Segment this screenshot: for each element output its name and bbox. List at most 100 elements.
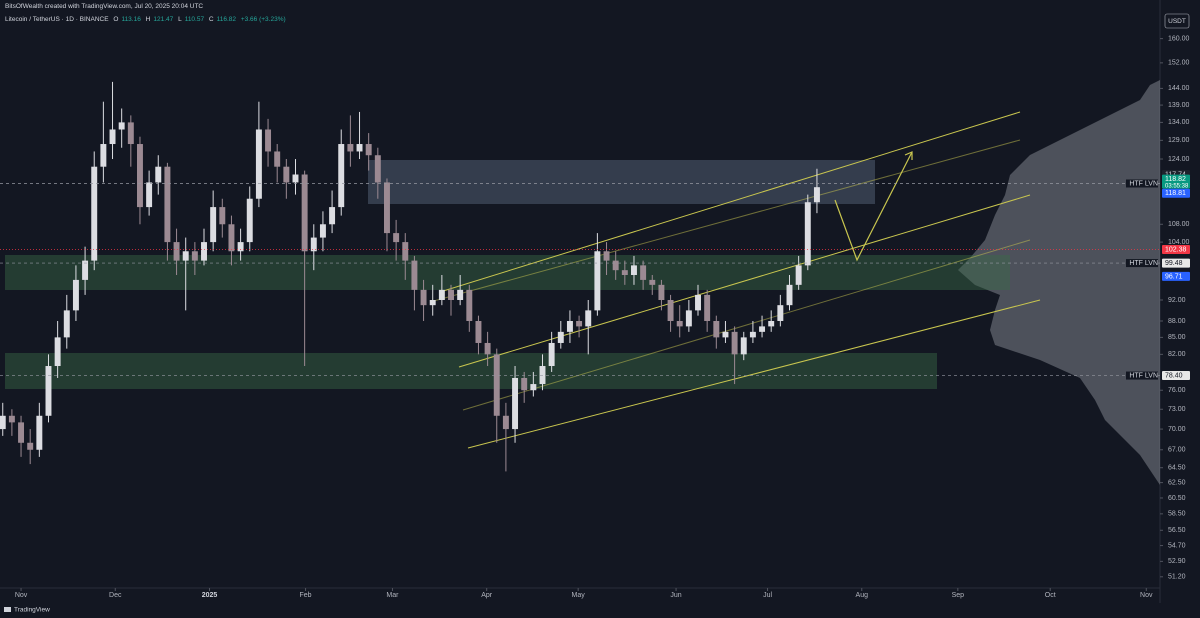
candle-body xyxy=(603,251,610,261)
candle-body xyxy=(731,331,738,355)
y-tick-label: 124.00 xyxy=(1168,156,1190,163)
x-tick-label: Jul xyxy=(763,592,772,599)
y-tick-label: 104.00 xyxy=(1168,239,1190,246)
h-value: 121.47 xyxy=(153,16,174,23)
y-tick-label: 56.50 xyxy=(1168,527,1186,534)
y-tick-label: 70.00 xyxy=(1168,426,1186,433)
channel-line xyxy=(467,299,1041,449)
candle-body xyxy=(383,182,390,234)
note-bg xyxy=(1126,259,1158,268)
candle-body xyxy=(621,270,628,276)
candle-body xyxy=(356,144,363,152)
candle-body xyxy=(164,166,171,243)
x-tick-label: Aug xyxy=(856,592,869,599)
candle-body xyxy=(292,174,299,183)
y-tick-label: 60.50 xyxy=(1168,495,1186,502)
y-tick-label: 152.00 xyxy=(1168,60,1190,67)
candle-body xyxy=(310,237,317,252)
candle-body xyxy=(795,265,802,285)
candle-body xyxy=(539,366,546,385)
y-tick-label: 139.00 xyxy=(1168,102,1190,109)
candle-body xyxy=(475,320,482,343)
y-tick-label: 144.00 xyxy=(1168,85,1190,92)
candle-body xyxy=(301,174,308,252)
channel-line xyxy=(429,139,1021,303)
candle-body xyxy=(411,260,418,290)
candle-body xyxy=(695,294,701,311)
price-marker-label: 99.48 xyxy=(1165,260,1183,267)
candle-body xyxy=(155,166,162,183)
price-marker xyxy=(1162,258,1190,268)
x-tick-label: Dec xyxy=(109,592,122,599)
candle-body xyxy=(429,300,436,306)
y-tick-label: 51.20 xyxy=(1168,574,1186,581)
candle-body xyxy=(191,251,198,261)
candle-body xyxy=(566,320,573,332)
c-value: 116.82 xyxy=(216,16,237,23)
l-value: 110.57 xyxy=(184,16,205,23)
y-tick-label: 62.50 xyxy=(1168,479,1186,486)
change: +3.66 (+3.23%) xyxy=(240,16,286,23)
candle-body xyxy=(466,289,473,321)
y-tick-label: 64.50 xyxy=(1168,465,1186,472)
candle-body xyxy=(100,144,107,167)
candle-body xyxy=(228,224,235,252)
channel-line xyxy=(458,194,1031,368)
candle-body xyxy=(109,129,116,145)
candle-body xyxy=(201,242,207,261)
candle-body xyxy=(265,129,272,152)
candle-body xyxy=(118,122,125,130)
candle-body xyxy=(255,129,262,199)
candle-body xyxy=(594,251,601,311)
candle-body xyxy=(759,326,766,332)
candle-body xyxy=(493,354,500,416)
credit: BitsOfWealth created with TradingView.co… xyxy=(5,3,204,10)
h-label: H xyxy=(145,16,151,23)
candle-body xyxy=(27,442,34,450)
x-tick-label: Jun xyxy=(670,592,681,599)
c-label: C xyxy=(208,16,214,23)
candle-body xyxy=(667,300,674,321)
candle-body xyxy=(786,284,793,306)
candle-body xyxy=(713,320,720,338)
note-bg xyxy=(1126,179,1158,188)
channel-line xyxy=(462,239,1031,411)
candle-body xyxy=(777,305,784,321)
candle-body xyxy=(54,337,61,367)
candle-body xyxy=(438,289,445,301)
x-tick-label: 2025 xyxy=(202,592,218,599)
price-marker-label: 96.71 xyxy=(1165,273,1183,280)
x-tick-label: Oct xyxy=(1045,592,1056,599)
brand: TradingView xyxy=(14,607,50,614)
candle-body xyxy=(512,377,519,430)
y-tick-label: 92.00 xyxy=(1168,297,1186,304)
currency-button[interactable] xyxy=(1164,13,1190,29)
candle-body xyxy=(146,182,153,208)
candle-body xyxy=(246,198,253,243)
price-marker xyxy=(1162,245,1190,255)
candle-body xyxy=(649,279,656,285)
candle-body xyxy=(219,207,226,225)
candle-body xyxy=(804,202,811,266)
note-bg xyxy=(1126,371,1158,380)
candle-body xyxy=(329,207,336,225)
candle-body xyxy=(448,289,454,301)
candle-body xyxy=(8,415,15,423)
candle-body xyxy=(36,415,43,450)
x-tick-label: Feb xyxy=(300,592,312,599)
currency-label[interactable]: USDT xyxy=(1168,18,1186,25)
candle-body xyxy=(347,144,354,152)
y-tick-label: 108.00 xyxy=(1168,221,1190,228)
demand-zone xyxy=(5,255,1010,290)
candle-body xyxy=(557,331,564,343)
symbol: Litecoin / TetherUS · 1D · BINANCE xyxy=(5,16,109,23)
y-tick-label: 88.00 xyxy=(1168,318,1186,325)
channel xyxy=(429,111,1041,449)
candle-body xyxy=(530,384,537,391)
candle-body xyxy=(502,415,509,430)
candle-body xyxy=(182,251,189,261)
note: HTF LVN xyxy=(1129,260,1158,267)
price-marker-label: 102.38 xyxy=(1165,246,1187,253)
candle-body xyxy=(63,310,70,338)
